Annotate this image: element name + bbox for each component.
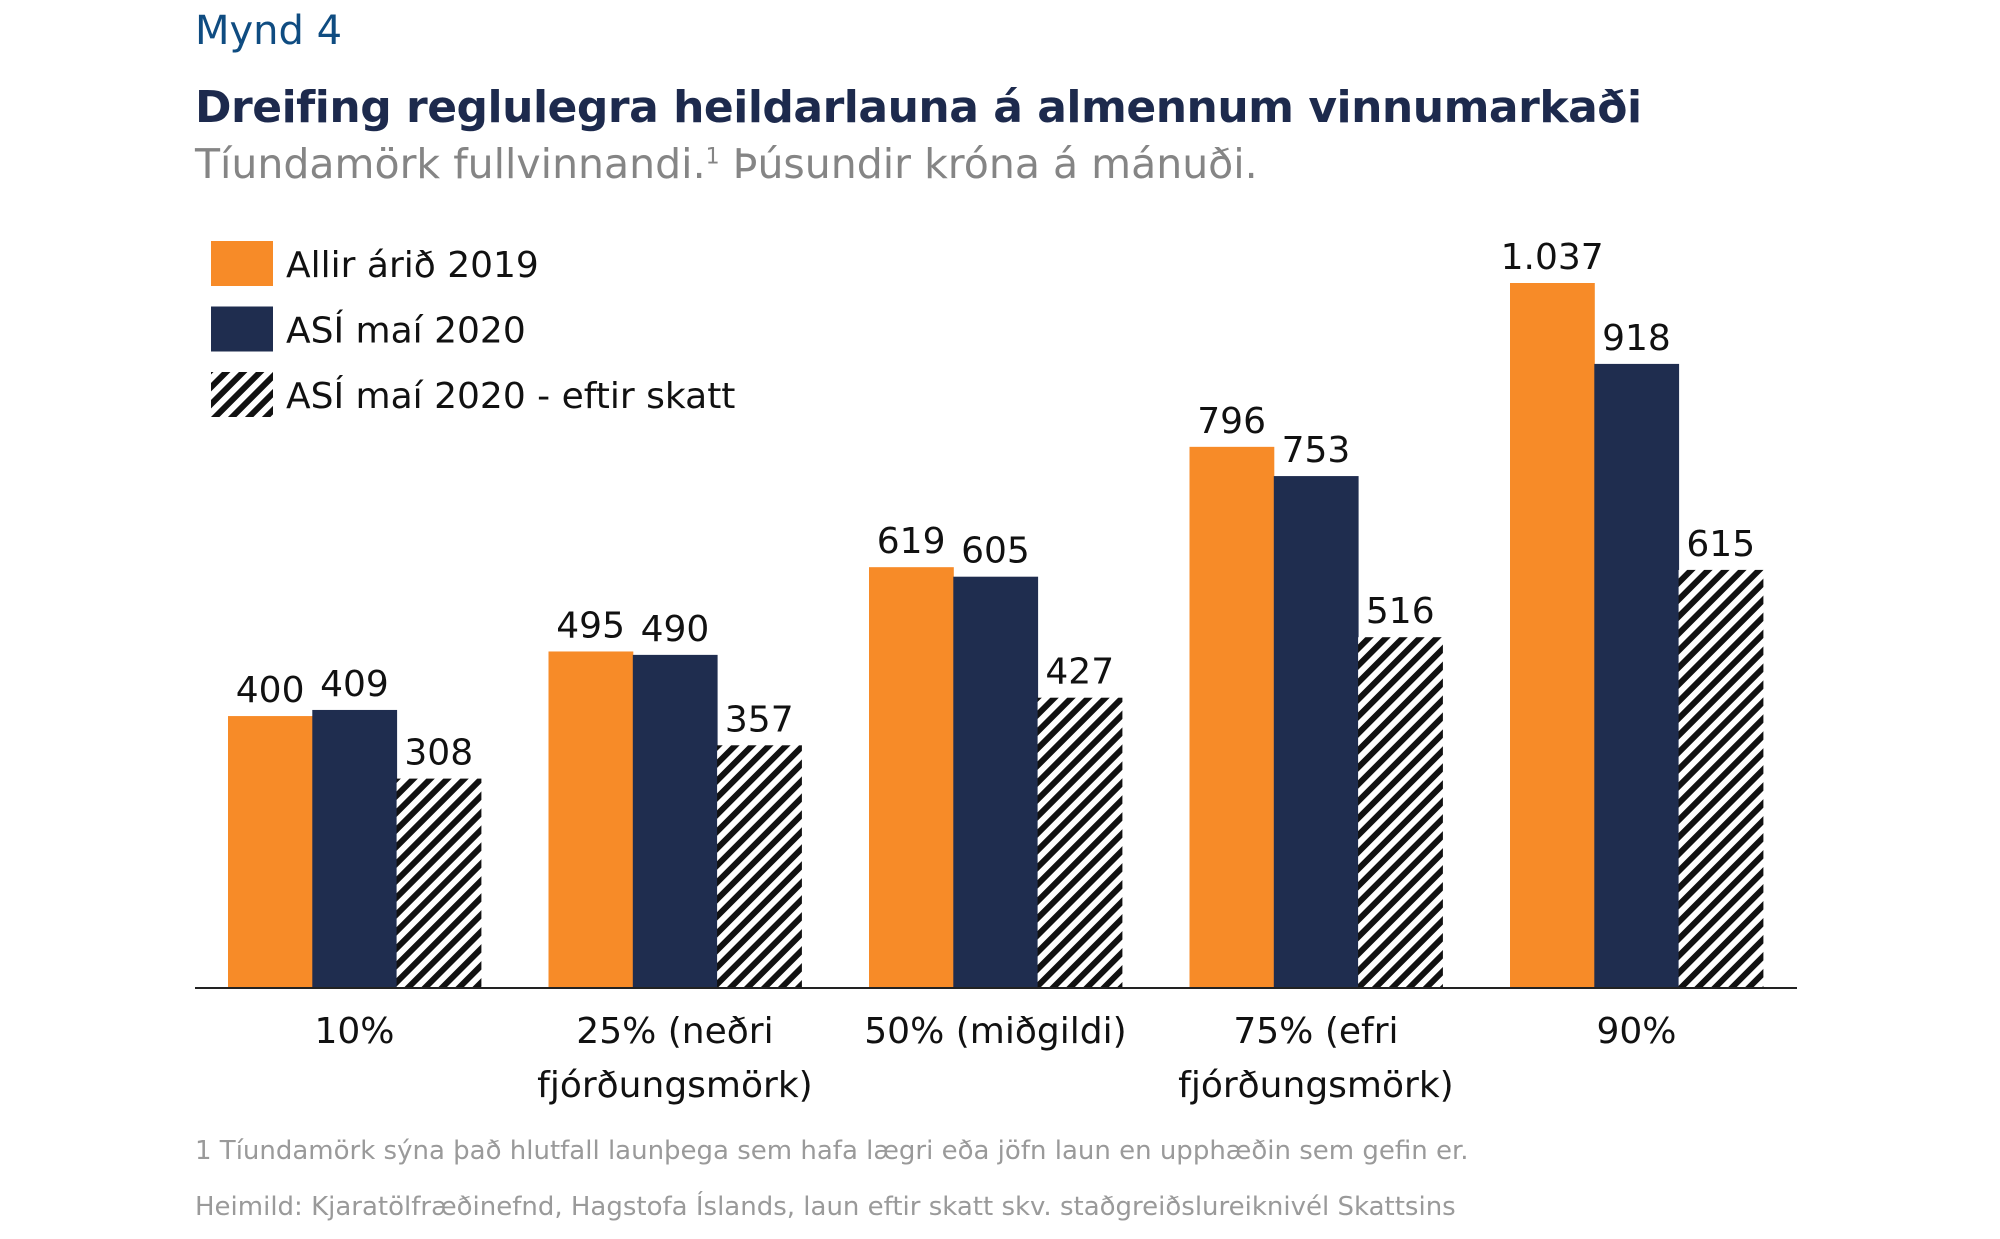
chart-subtitle: Tíundamörk fullvinnandi.1 Þúsundir króna…: [195, 140, 1258, 188]
chart-title: Dreifing reglulegra heildarlauna á almen…: [195, 82, 1642, 133]
data-label: 409: [320, 664, 389, 705]
bar: [1594, 363, 1680, 989]
footnote-source: Heimild: Kjaratölfræðinefnd, Hagstofa Ís…: [195, 1192, 1456, 1222]
data-label: 357: [725, 699, 794, 740]
legend-label: ASÍ maí 2020 - eftir skatt: [286, 375, 735, 417]
data-label: 490: [641, 609, 710, 650]
legend-label: Allir árið 2019: [286, 245, 539, 286]
legend-swatch: [211, 372, 273, 417]
bar: [1510, 283, 1595, 988]
category-label: 25% (neðri: [576, 1011, 773, 1052]
bar: [717, 745, 802, 988]
bar: [1037, 697, 1123, 988]
category-label: 10%: [314, 1011, 394, 1052]
bar: [548, 651, 634, 988]
data-label: 605: [961, 531, 1030, 572]
data-label: 796: [1197, 401, 1266, 442]
figure-label: Mynd 4: [195, 8, 343, 54]
legend-swatch: [211, 241, 273, 286]
footnote-ref: 1: [705, 144, 720, 170]
data-label: 308: [404, 733, 473, 774]
footnote-1: 1 Tíundamörk sýna það hlutfall launþega …: [195, 1136, 1469, 1166]
data-label: 918: [1602, 318, 1671, 359]
category-label: 90%: [1596, 1011, 1676, 1052]
bar: [1358, 637, 1443, 988]
bar: [228, 716, 313, 988]
data-label: 615: [1686, 524, 1755, 565]
legend-swatch: [211, 306, 273, 352]
category-label: 50% (miðgildi): [864, 1011, 1126, 1052]
data-label: 516: [1366, 591, 1435, 632]
legend-label: ASÍ maí 2020: [286, 310, 526, 352]
bar: [1273, 476, 1359, 988]
bar: [1678, 569, 1764, 988]
data-label: 427: [1045, 652, 1114, 693]
category-label: fjórðungsmörk): [537, 1065, 813, 1106]
data-label: 619: [877, 521, 946, 562]
subtitle-rest: Þúsundir króna á mánuði.: [719, 140, 1258, 188]
data-label: 1.037: [1501, 237, 1604, 278]
bar: [632, 654, 718, 988]
bar: [396, 778, 482, 988]
bar: [312, 709, 398, 988]
data-label: 753: [1282, 430, 1351, 471]
category-label: 75% (efri: [1233, 1011, 1398, 1052]
bar: [953, 576, 1039, 988]
data-label: 400: [236, 670, 305, 711]
data-label: 495: [556, 605, 625, 646]
category-label: fjórðungsmörk): [1178, 1065, 1454, 1106]
bar: [869, 567, 954, 988]
bar: [1189, 446, 1275, 989]
subtitle-text: Tíundamörk fullvinnandi.: [195, 140, 706, 188]
